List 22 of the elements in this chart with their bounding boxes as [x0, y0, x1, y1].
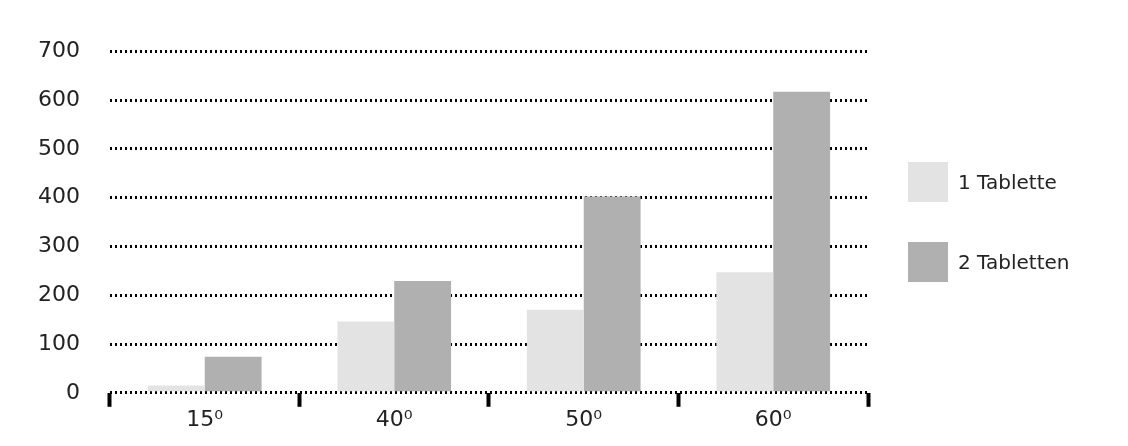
bar [526, 309, 584, 392]
bar [583, 196, 641, 392]
y-tick-label: 600 [37, 85, 80, 111]
y-tick-label: 200 [37, 280, 80, 306]
legend-label: 1 Tablette [958, 170, 1057, 194]
bar [773, 91, 831, 392]
x-tick-label: 60⁰ [754, 405, 792, 431]
x-tick-label: 15⁰ [186, 405, 224, 431]
legend-label: 2 Tabletten [958, 250, 1070, 274]
bar [716, 272, 774, 392]
y-tick-label: 100 [37, 329, 80, 355]
bar [147, 385, 205, 392]
y-tick-label: 300 [37, 232, 80, 258]
bar [337, 321, 395, 392]
x-tick-label: 50⁰ [565, 405, 603, 431]
y-tick-label: 0 [65, 378, 80, 404]
y-tick-label: 500 [37, 134, 80, 160]
y-tick-label: 700 [37, 36, 80, 62]
bar [394, 281, 452, 392]
y-tick-label: 400 [37, 183, 80, 209]
x-tick-label: 40⁰ [375, 405, 413, 431]
bar [204, 356, 262, 392]
